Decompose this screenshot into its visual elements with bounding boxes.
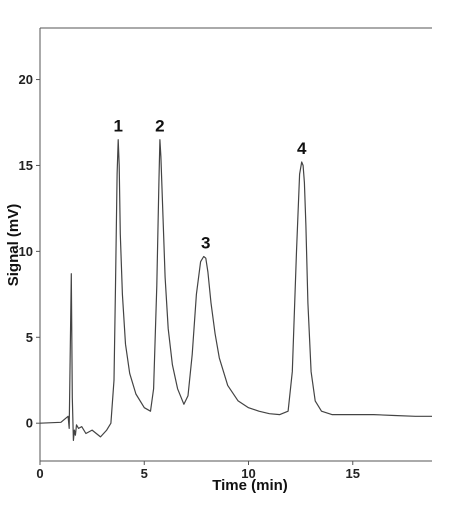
peak-labels: 1 2 3 4 <box>113 117 306 253</box>
axes <box>39 27 432 462</box>
y-axis-ticks: 0 5 10 15 20 <box>19 72 40 431</box>
peak-label-1: 1 <box>113 117 122 136</box>
y-tick-label: 10 <box>19 244 33 259</box>
signal-trace-line <box>39 139 432 441</box>
y-tick-label: 0 <box>26 416 33 431</box>
y-tick-label: 5 <box>26 330 33 345</box>
x-tick-label: 5 <box>141 466 148 481</box>
x-axis-title: Time (min) <box>212 477 288 494</box>
plot-area <box>40 28 432 461</box>
x-tick-label: 10 <box>241 466 255 481</box>
peak-label-3: 3 <box>201 234 210 253</box>
y-tick-label: 15 <box>19 158 33 173</box>
y-tick-label: 20 <box>19 72 33 87</box>
x-axis-ticks: 0 5 10 15 <box>36 461 360 481</box>
peak-label-4: 4 <box>297 139 307 158</box>
x-tick-label: 15 <box>346 466 360 481</box>
peak-label-2: 2 <box>155 117 164 136</box>
y-axis-title: Signal (mV) <box>5 204 22 287</box>
x-tick-label: 0 <box>36 466 43 481</box>
